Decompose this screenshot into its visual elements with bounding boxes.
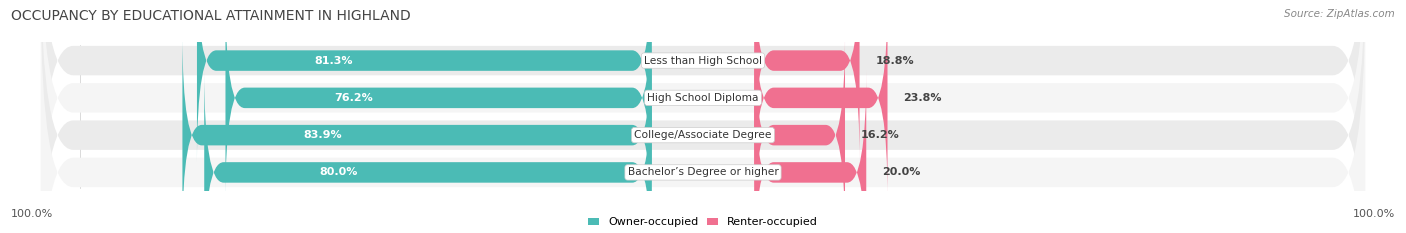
Text: Bachelor’s Degree or higher: Bachelor’s Degree or higher <box>627 168 779 177</box>
Text: 76.2%: 76.2% <box>335 93 373 103</box>
Text: 16.2%: 16.2% <box>860 130 900 140</box>
Text: Source: ZipAtlas.com: Source: ZipAtlas.com <box>1284 9 1395 19</box>
FancyBboxPatch shape <box>755 34 845 233</box>
FancyBboxPatch shape <box>225 0 651 199</box>
FancyBboxPatch shape <box>755 0 887 199</box>
FancyBboxPatch shape <box>41 0 1365 233</box>
FancyBboxPatch shape <box>197 0 651 162</box>
FancyBboxPatch shape <box>204 71 651 233</box>
Text: 80.0%: 80.0% <box>319 168 357 177</box>
Text: 18.8%: 18.8% <box>876 56 914 65</box>
Text: 83.9%: 83.9% <box>304 130 343 140</box>
Text: College/Associate Degree: College/Associate Degree <box>634 130 772 140</box>
Text: 81.3%: 81.3% <box>314 56 353 65</box>
FancyBboxPatch shape <box>755 71 866 233</box>
Text: Less than High School: Less than High School <box>644 56 762 65</box>
Text: 100.0%: 100.0% <box>1353 209 1395 219</box>
Legend: Owner-occupied, Renter-occupied: Owner-occupied, Renter-occupied <box>588 217 818 227</box>
Text: High School Diploma: High School Diploma <box>647 93 759 103</box>
Text: 23.8%: 23.8% <box>904 93 942 103</box>
FancyBboxPatch shape <box>183 34 651 233</box>
FancyBboxPatch shape <box>41 1 1365 233</box>
Text: OCCUPANCY BY EDUCATIONAL ATTAINMENT IN HIGHLAND: OCCUPANCY BY EDUCATIONAL ATTAINMENT IN H… <box>11 9 411 23</box>
Text: 20.0%: 20.0% <box>883 168 921 177</box>
Text: 100.0%: 100.0% <box>11 209 53 219</box>
FancyBboxPatch shape <box>41 0 1365 233</box>
FancyBboxPatch shape <box>41 0 1365 232</box>
FancyBboxPatch shape <box>755 0 859 162</box>
